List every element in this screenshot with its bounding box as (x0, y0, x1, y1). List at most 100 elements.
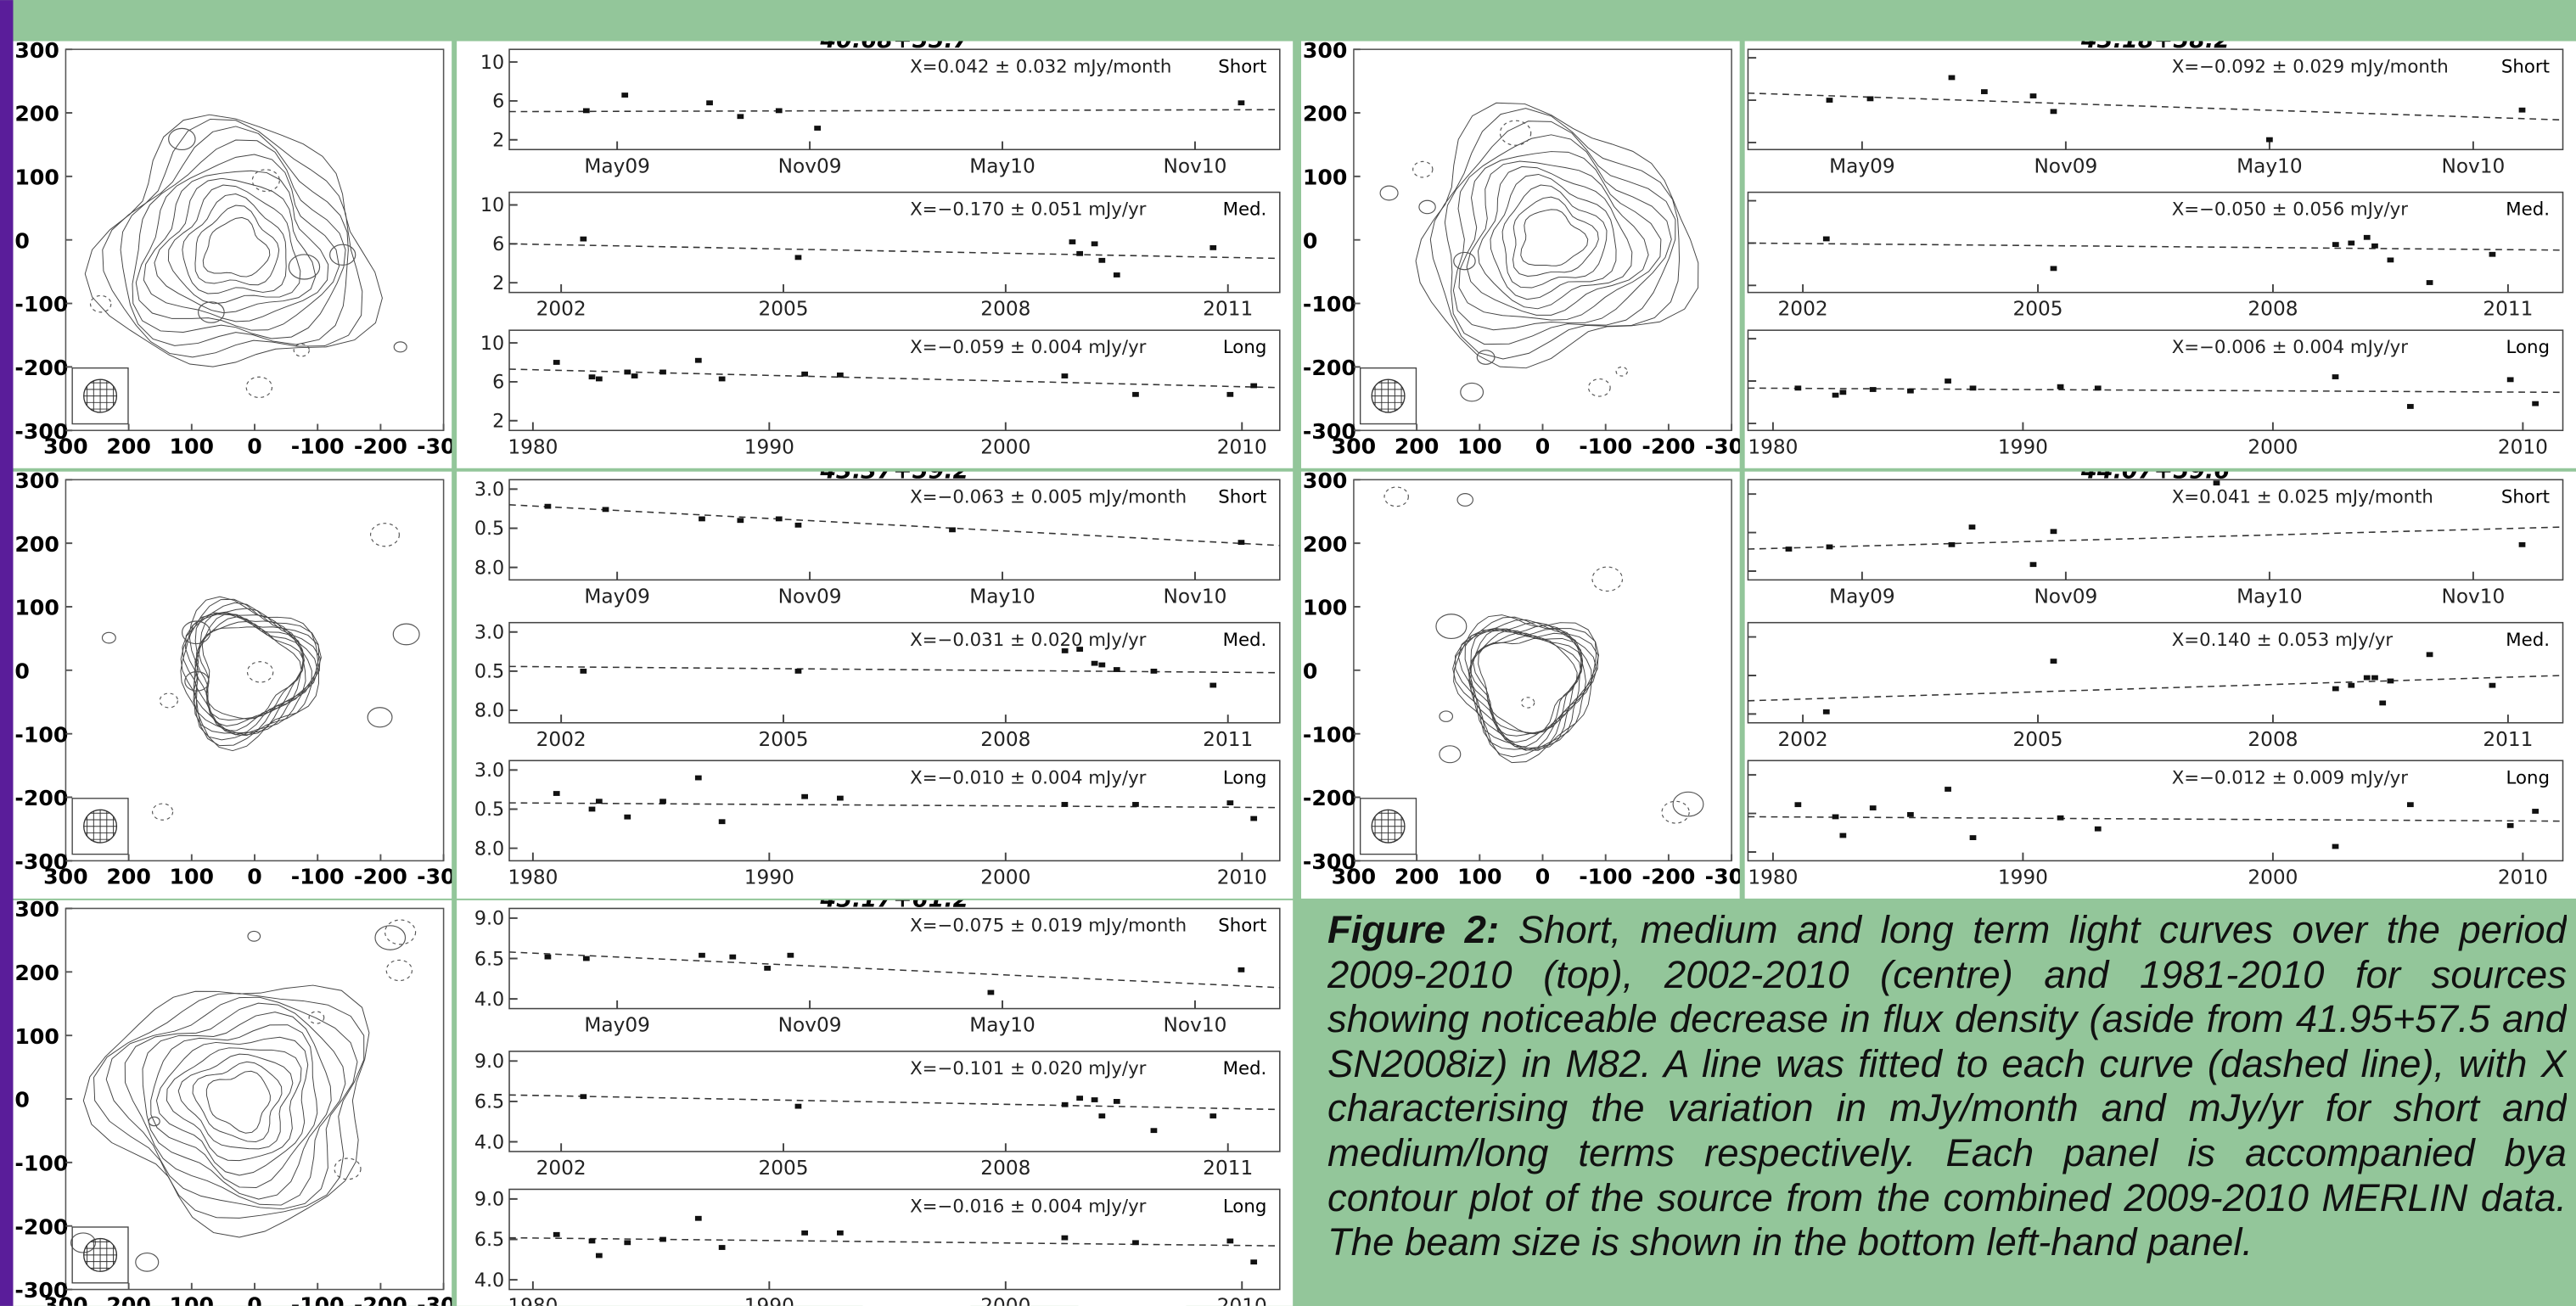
series-label: Med. (1223, 1058, 1267, 1079)
series-label: Med. (2506, 630, 2550, 651)
data-point (2407, 802, 2414, 807)
fit-text: X=−0.010 ± 0.004 mJy/yr (910, 767, 1147, 788)
x-tick-label: 2005 (758, 728, 808, 751)
x-tick-label: 2008 (980, 1157, 1030, 1180)
contour-panel: 30030020020010010000-100-100-200-200-300… (1301, 38, 1759, 468)
y-tick-label: 4.0 (474, 989, 504, 1011)
x-tick-label: 0 (1535, 434, 1551, 458)
data-point (603, 507, 609, 512)
y-tick-label: -100 (1303, 722, 1356, 747)
x-tick-label: 100 (1457, 434, 1502, 458)
x-tick-label: 2010 (2498, 866, 2548, 888)
x-tick-label: 2000 (980, 435, 1030, 458)
x-tick-label: May10 (2236, 154, 2303, 177)
fit-text: X=0.041 ± 0.025 mJy/month (2172, 486, 2433, 507)
y-tick-label: 300 (1303, 38, 1348, 63)
data-point (814, 126, 821, 131)
data-point (1076, 1096, 1083, 1101)
data-point (583, 108, 590, 113)
data-point (1132, 802, 1139, 807)
data-point (1970, 385, 1977, 390)
fit-text: X=−0.101 ± 0.020 mJy/yr (910, 1058, 1147, 1079)
data-point (1981, 89, 1988, 94)
data-point (659, 1237, 666, 1242)
y-tick-label: 0 (1303, 659, 1318, 684)
x-tick-label: -200 (354, 1293, 407, 1306)
data-point (695, 358, 702, 363)
data-point (2051, 109, 2057, 114)
data-point (2348, 241, 2354, 246)
side-strip (0, 0, 13, 1306)
data-point (1907, 389, 1914, 394)
data-point (2051, 659, 2057, 664)
data-point (553, 791, 560, 796)
x-tick-label: 2008 (980, 298, 1030, 321)
data-point (553, 360, 560, 365)
data-point (624, 815, 631, 820)
data-point (1114, 272, 1120, 277)
data-point (2332, 374, 2339, 379)
y-tick-label: 0.5 (474, 799, 504, 821)
data-point (1794, 802, 1801, 807)
x-tick-label: May10 (969, 154, 1035, 177)
x-tick-label: 100 (1457, 864, 1502, 888)
data-point (2332, 844, 2339, 849)
panel-bg (1745, 41, 2576, 468)
data-point (1794, 385, 1801, 390)
data-point (2095, 827, 2102, 832)
y-tick-label: 8.0 (474, 557, 504, 579)
x-tick-label: 2002 (536, 298, 586, 321)
fit-text: X=−0.031 ± 0.020 mJy/yr (910, 630, 1147, 651)
y-tick-label: 2 (492, 130, 504, 152)
data-point (1238, 967, 1245, 972)
x-tick-label: May10 (969, 585, 1035, 608)
x-tick-label: 2005 (758, 298, 808, 321)
light-curve-panel: 43.18+58.2741May09Nov09May10Nov10ShortX=… (1731, 27, 2576, 468)
y-tick-label: 10 (480, 52, 504, 74)
x-tick-label: Nov09 (778, 154, 842, 177)
x-tick-label: Nov10 (2441, 154, 2505, 177)
data-point (580, 669, 586, 674)
data-point (1092, 1097, 1098, 1102)
y-tick-label: 0.5 (474, 518, 504, 540)
fit-text: X=−0.050 ± 0.056 mJy/yr (2172, 199, 2409, 221)
data-point (2427, 652, 2433, 657)
x-tick-label: 200 (106, 864, 151, 888)
data-point (1827, 545, 1833, 550)
x-tick-label: 1990 (744, 1295, 794, 1306)
y-tick-label: 0 (14, 659, 30, 684)
y-tick-label: 200 (14, 961, 59, 985)
data-point (1238, 540, 1245, 545)
data-point (837, 1230, 844, 1236)
contour-panel: 30030020020010010000-100-100-200-200-300… (13, 38, 470, 468)
panel-bg (13, 472, 452, 899)
data-point (2095, 385, 2102, 390)
x-tick-label: -200 (354, 864, 407, 888)
data-point (580, 1094, 586, 1099)
y-tick-label: 9.0 (474, 1189, 504, 1211)
panel-bg (13, 41, 452, 468)
x-tick-label: 100 (170, 1293, 215, 1306)
x-tick-label: 2010 (1217, 1295, 1267, 1306)
y-tick-label: 300 (14, 897, 59, 922)
x-tick-label: -100 (1579, 434, 1632, 458)
data-point (1832, 393, 1839, 398)
data-point (788, 953, 794, 958)
data-point (801, 794, 808, 799)
light-curve-panel: 45.17+61.29.06.54.0May09Nov09May10Nov10S… (457, 887, 1293, 1306)
y-tick-label: -300 (1303, 849, 1356, 874)
data-point (624, 370, 631, 375)
x-tick-label: 2005 (2012, 298, 2062, 321)
data-point (764, 966, 771, 971)
data-point (737, 114, 744, 119)
data-point (545, 504, 552, 509)
data-point (2214, 480, 2220, 485)
y-tick-label: -200 (14, 786, 68, 810)
x-tick-label: Nov10 (2441, 585, 2505, 608)
fit-text: X=−0.012 ± 0.009 mJy/yr (2172, 767, 2409, 788)
series-label: Long (1223, 1197, 1267, 1218)
data-point (1949, 76, 1956, 81)
data-point (1949, 542, 1956, 547)
data-point (2379, 701, 2386, 706)
series-label: Long (1223, 767, 1267, 788)
